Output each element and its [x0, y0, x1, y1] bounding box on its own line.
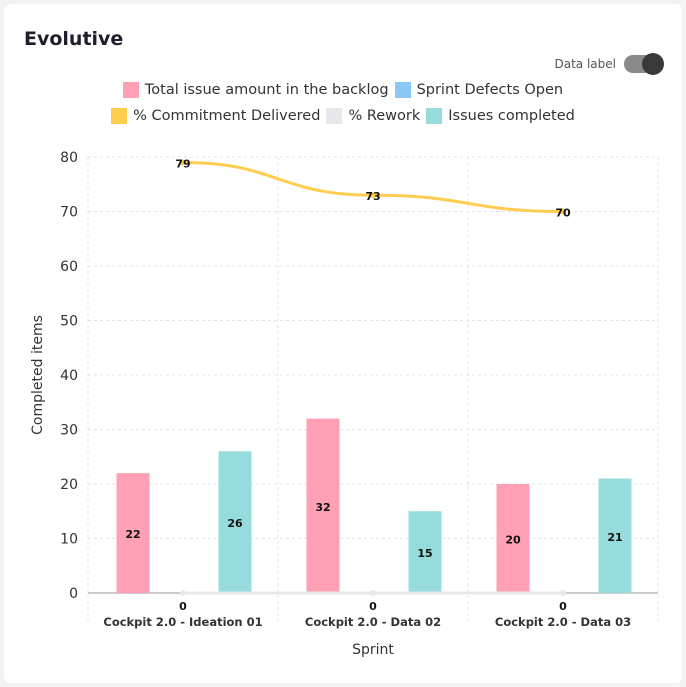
- bar-0: [306, 418, 340, 593]
- bar-data-label: 20: [505, 534, 521, 547]
- line-2: [182, 160, 564, 213]
- line-point: [180, 159, 186, 166]
- line-data-label: 0: [369, 600, 377, 613]
- x-axis-title: Sprint: [352, 642, 394, 658]
- data-label-toggle[interactable]: [624, 53, 664, 75]
- bar-4: [408, 511, 442, 593]
- bar-data-label: 15: [417, 547, 432, 560]
- legend-swatch: [326, 108, 343, 124]
- bar-4: [218, 451, 252, 593]
- legend-swatch: [394, 82, 411, 98]
- line-data-label: 73: [365, 190, 380, 203]
- bar-data-label: 26: [227, 517, 243, 530]
- y-tick-label: 0: [69, 586, 78, 602]
- line-data-label: 0: [559, 600, 567, 613]
- x-tick-label: Cockpit 2.0 - Data 03: [495, 615, 631, 629]
- y-tick-label: 20: [60, 477, 78, 493]
- line-point: [180, 590, 186, 596]
- bar-data-label: 21: [607, 531, 622, 544]
- data-label-toggle-group: Data label: [554, 53, 664, 75]
- legend-swatch: [122, 82, 139, 98]
- y-tick-label: 10: [60, 532, 78, 548]
- legend-label: Total issue amount in the backlog: [144, 82, 389, 98]
- line-data-label: 70: [555, 207, 571, 220]
- bar-data-label: 22: [125, 528, 140, 541]
- line-point: [370, 590, 376, 596]
- legend-swatch: [111, 108, 128, 124]
- bar-0: [116, 473, 150, 593]
- legend-item[interactable]: Sprint Defects Open: [394, 82, 564, 98]
- y-tick-label: 60: [60, 259, 78, 275]
- legend-row-2: % Commitment Delivered % Rework Issues com…: [0, 108, 686, 128]
- data-label-toggle-label: Data label: [554, 57, 617, 71]
- legend-label: % Commitment Delivered: [133, 108, 321, 124]
- legend-item[interactable]: % Rework: [326, 108, 420, 124]
- y-tick-label: 30: [60, 423, 78, 439]
- bar-4: [598, 478, 632, 593]
- legend-item[interactable]: Total issue amount in the backlog: [122, 82, 389, 98]
- y-tick-label: 70: [60, 205, 78, 221]
- line-data-label: 79: [175, 157, 190, 170]
- line-point: [560, 208, 566, 215]
- y-tick-label: 80: [60, 150, 78, 166]
- line-point: [370, 192, 376, 199]
- toggle-knob: [642, 53, 664, 75]
- legend-item[interactable]: % Commitment Delivered: [111, 108, 320, 124]
- legend-row-1: Total issue amount in the backlog Sprint …: [0, 82, 686, 102]
- legend-swatch: [426, 108, 443, 124]
- y-tick-label: 40: [60, 368, 78, 384]
- legend-label: Sprint Defects Open: [416, 82, 564, 98]
- bar-data-label: 32: [315, 501, 330, 514]
- y-tick-label: 50: [60, 314, 78, 330]
- y-axis-title: Completed items: [30, 315, 46, 435]
- legend-label: % Rework: [348, 108, 421, 124]
- bar-0: [496, 484, 530, 593]
- line-point: [560, 590, 566, 596]
- x-tick-label: Cockpit 2.0 - Data 02: [305, 615, 441, 629]
- line-data-label: 0: [179, 600, 187, 613]
- legend-label: Issues completed: [448, 108, 575, 124]
- chart-title: Evolutive: [24, 28, 124, 50]
- x-tick-label: Cockpit 2.0 - Ideation 01: [103, 615, 262, 629]
- legend-item[interactable]: Issues completed: [426, 108, 575, 124]
